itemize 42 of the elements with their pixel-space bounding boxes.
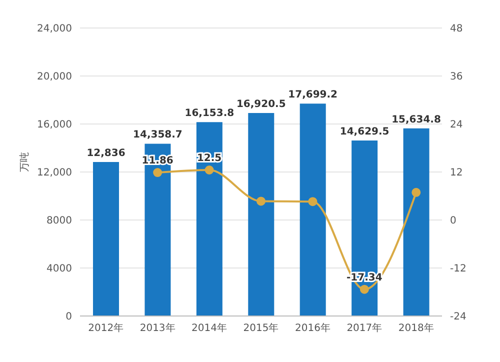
bar	[403, 128, 430, 316]
x-tick-label: 2016年	[294, 322, 330, 334]
y2-tick-label: -24	[450, 312, 466, 323]
data-label: 16,920.5	[236, 98, 286, 110]
y2-tick-label: 48	[450, 24, 463, 35]
y-tick-label: 12,000	[37, 168, 72, 179]
data-label: 16,153.8	[184, 108, 234, 120]
data-label: 17,699.2	[288, 90, 338, 101]
point	[360, 284, 369, 294]
y-tick-label: 4000	[46, 264, 72, 275]
y2-tick-label: -12	[450, 264, 466, 275]
y2-tick-label: 36	[450, 72, 463, 83]
y-tick-label: 16,000	[37, 120, 72, 131]
bar	[196, 122, 222, 316]
data-label: 14,358.7	[133, 130, 182, 141]
point	[204, 166, 214, 174]
data-label: 15,634.8	[392, 114, 441, 126]
data-label: 12.5	[196, 153, 222, 164]
x-tick-label: 2014年	[192, 322, 228, 334]
y-tick-label: 0	[66, 312, 72, 323]
y2-tick-label: 24	[450, 120, 463, 131]
y2-tick-label: 12	[450, 168, 463, 179]
y-tick-label: 24,000	[37, 24, 72, 35]
y2-tick-label: 0	[450, 216, 456, 227]
point	[153, 168, 162, 178]
x-tick-label: 2015年	[243, 322, 279, 334]
bar	[300, 104, 326, 316]
y-axis-title: 万吨	[18, 152, 31, 172]
x-tick-label: 2018年	[398, 322, 434, 334]
point	[412, 188, 421, 197]
y-tick-label: 20,000	[37, 72, 72, 83]
point	[256, 196, 266, 206]
data-label: 12,836	[86, 148, 126, 159]
bar	[144, 144, 171, 316]
x-tick-label: 2017年	[346, 322, 382, 334]
bar	[93, 162, 119, 316]
x-tick-label: 2012年	[88, 322, 124, 334]
y-tick-label: 8000	[46, 216, 72, 227]
point	[308, 197, 318, 206]
data-label: 14,629.5	[340, 126, 390, 138]
x-tick-label: 2013年	[140, 322, 176, 334]
bar	[248, 112, 274, 316]
